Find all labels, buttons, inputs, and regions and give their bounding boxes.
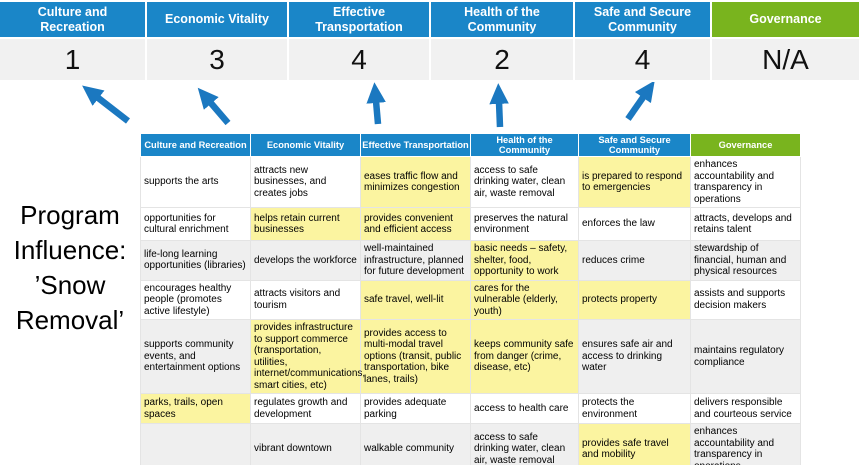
category-header-5: Safe and Secure Community — [575, 2, 710, 37]
matrix-cell: enforces the law — [578, 207, 691, 241]
program-title-line: Program — [20, 200, 120, 230]
matrix-cell: attracts, develops and retains talent — [690, 207, 801, 241]
matrix-cell: protects property — [578, 279, 691, 320]
matrix-cell: maintains regulatory compliance — [690, 319, 801, 394]
matrix-row-6: parks, trails, open spaces regulates grow… — [140, 393, 801, 424]
matrix-cell: keeps community safe from danger (crime,… — [470, 319, 579, 394]
up-arrow-4 — [489, 83, 509, 128]
matrix-cell: provides adequate parking — [360, 393, 471, 424]
matrix-cell: provides infrastructure to support comme… — [250, 319, 365, 394]
matrix-cell — [140, 423, 251, 465]
up-arrow-1 — [82, 85, 130, 124]
program-title-line: ’Snow — [34, 270, 106, 300]
matrix-header-cell-4: Health of the Community — [470, 133, 579, 157]
matrix-cell: access to safe drinking water, clean air… — [470, 156, 579, 208]
scorecard-score-row: 1 3 4 2 4 N/A — [0, 39, 859, 80]
matrix-cell: supports community events, and entertain… — [140, 319, 251, 394]
matrix-cell: encourages healthy people (promotes acti… — [140, 279, 251, 320]
matrix-row-4: encourages healthy people (promotes acti… — [140, 279, 801, 320]
matrix-header-cell-5: Safe and Secure Community — [578, 133, 691, 157]
up-arrow-3 — [366, 82, 386, 125]
category-score-3: 4 — [289, 39, 429, 80]
up-arrow-5 — [625, 82, 655, 121]
category-header-6: Governance — [712, 2, 859, 37]
category-score-5: 4 — [575, 39, 710, 80]
category-header-1: Culture and Recreation — [0, 2, 145, 37]
matrix-header-cell-2: Economic Vitality — [250, 133, 361, 157]
influence-arrows — [82, 82, 655, 128]
matrix-cell: provides access to multi-modal travel op… — [360, 319, 471, 394]
matrix-cell: parks, trails, open spaces — [140, 393, 251, 424]
matrix-cell: is prepared to respond to emergencies — [578, 156, 691, 208]
category-score-2: 3 — [147, 39, 287, 80]
matrix-cell: delivers responsible and courteous servi… — [690, 393, 801, 424]
matrix-row-2: opportunities for cultural enrichment hel… — [140, 207, 801, 241]
matrix-cell: cares for the vulnerable (elderly, youth… — [470, 279, 579, 320]
matrix-cell: opportunities for cultural enrichment — [140, 207, 251, 241]
matrix-row-3: life-long learning opportunities (librar… — [140, 240, 801, 281]
matrix-cell: attracts new businesses, and creates job… — [250, 156, 361, 208]
matrix-cell: preserves the natural environment — [470, 207, 579, 241]
program-title-line: Removal’ — [15, 305, 125, 335]
matrix-cell: provides convenient and efficient access — [360, 207, 471, 241]
matrix-cell: vibrant downtown — [250, 423, 361, 465]
matrix-cell: access to health care — [470, 393, 579, 424]
program-title-line: Influence: — [13, 235, 127, 265]
matrix-cell: stewardship of financial, human and phys… — [690, 240, 801, 281]
category-score-4: 2 — [431, 39, 573, 80]
matrix-cell: develops the workforce — [250, 240, 361, 281]
matrix-cell: supports the arts — [140, 156, 251, 208]
matrix-cell: assists and supports decision makers — [690, 279, 801, 320]
matrix-cell: reduces crime — [578, 240, 691, 281]
category-score-6: N/A — [712, 39, 859, 80]
influence-matrix: Culture and Recreation Economic Vitality E… — [140, 133, 801, 465]
matrix-cell: safe travel, well-lit — [360, 279, 471, 320]
matrix-cell: life-long learning opportunities (librar… — [140, 240, 251, 281]
matrix-header-row: Culture and Recreation Economic Vitality E… — [140, 133, 801, 157]
matrix-cell: enhances accountability and transparency… — [690, 423, 801, 465]
matrix-cell: attracts visitors and tourism — [250, 279, 361, 320]
matrix-row-1: supports the arts attracts new businesses… — [140, 156, 801, 208]
matrix-cell: well-maintained infrastructure, planned … — [360, 240, 471, 281]
category-header-3: Effective Transportation — [289, 2, 429, 37]
matrix-cell: walkable community — [360, 423, 471, 465]
matrix-cell: regulates growth and development — [250, 393, 361, 424]
matrix-cell: ensures safe air and access to drinking … — [578, 319, 691, 394]
scorecard-header-row: Culture and Recreation Economic Vitality E… — [0, 2, 859, 37]
matrix-row-7: vibrant downtown walkable community access… — [140, 423, 801, 465]
matrix-cell: enhances accountability and transparency… — [690, 156, 801, 208]
matrix-header-cell-1: Culture and Recreation — [140, 133, 251, 157]
up-arrow-2 — [197, 87, 231, 126]
matrix-cell: access to safe drinking water, clean air… — [470, 423, 579, 465]
matrix-cell: provides safe travel and mobility — [578, 423, 691, 465]
matrix-cell: protects the environment — [578, 393, 691, 424]
matrix-cell: eases traffic flow and minimizes congest… — [360, 156, 471, 208]
program-title: Program Influence: ’Snow Removal’ — [0, 198, 140, 338]
matrix-row-5: supports community events, and entertain… — [140, 319, 801, 394]
matrix-cell: helps retain current businesses — [250, 207, 361, 241]
matrix-cell: basic needs – safety, shelter, food, opp… — [470, 240, 579, 281]
matrix-header-cell-3: Effective Transportation — [360, 133, 471, 157]
category-score-1: 1 — [0, 39, 145, 80]
matrix-body: supports the arts attracts new businesses… — [140, 156, 801, 465]
category-header-2: Economic Vitality — [147, 2, 287, 37]
category-header-4: Health of the Community — [431, 2, 573, 37]
matrix-header-cell-6: Governance — [690, 133, 801, 157]
